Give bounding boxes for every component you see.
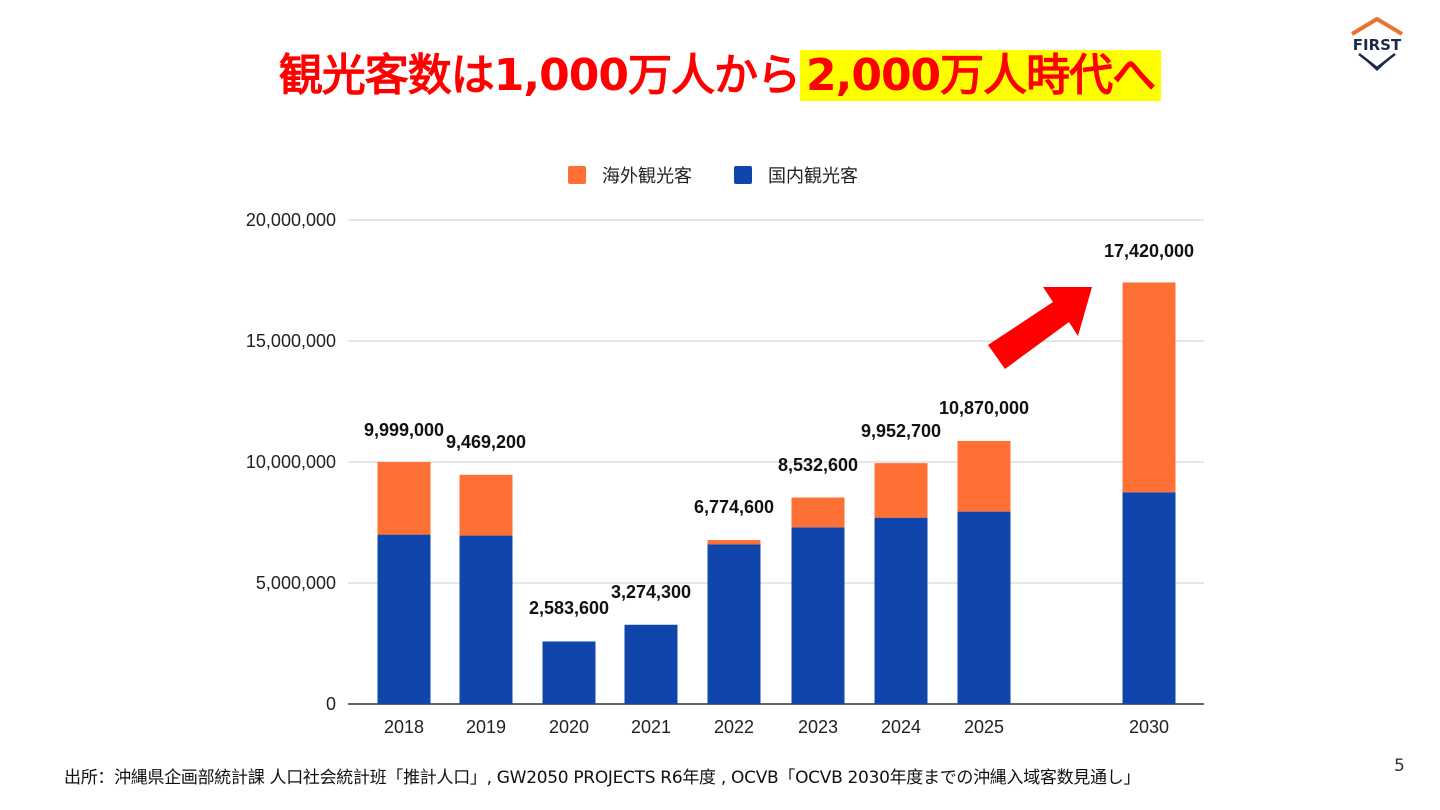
stacked-bar-chart: 0 5,000,000 10,000,000 15,000,000 20,000,000… bbox=[246, 166, 1204, 737]
data-label: 9,469,200 bbox=[446, 432, 526, 452]
source-note: 出所：沖縄県企画部統計課 人口社会統計班「推計人口」, GW2050 PROJE… bbox=[64, 768, 1141, 788]
bar-segment bbox=[957, 440, 1011, 512]
data-label: 9,999,000 bbox=[364, 420, 444, 440]
bar-segment bbox=[377, 462, 431, 535]
x-tick-label: 2018 bbox=[384, 717, 424, 737]
y-tick-label: 15,000,000 bbox=[246, 331, 336, 351]
x-tick-label: 2024 bbox=[881, 717, 921, 737]
bar-segment bbox=[624, 624, 678, 704]
x-tick-label: 2021 bbox=[631, 717, 671, 737]
bar-segment bbox=[1122, 282, 1176, 493]
bar-segment bbox=[377, 534, 431, 704]
x-tick-label: 2030 bbox=[1129, 717, 1169, 737]
x-tick-label: 2025 bbox=[964, 717, 1004, 737]
legend-label: 海外観光客 bbox=[602, 166, 692, 187]
y-tick-label: 10,000,000 bbox=[246, 452, 336, 472]
bar-segment bbox=[459, 535, 513, 704]
bar-segment bbox=[707, 540, 761, 545]
legend-swatch bbox=[734, 166, 752, 184]
data-label: 6,774,600 bbox=[694, 497, 774, 517]
bar-segment bbox=[874, 463, 928, 518]
bar-segment bbox=[874, 517, 928, 704]
bar-segment bbox=[791, 497, 845, 528]
x-tick-label: 2023 bbox=[798, 717, 838, 737]
data-label: 8,532,600 bbox=[778, 455, 858, 475]
y-tick-label: 0 bbox=[326, 694, 336, 714]
data-label: 2,583,600 bbox=[529, 598, 609, 618]
x-tick-label: 2022 bbox=[714, 717, 754, 737]
bar-segment bbox=[707, 544, 761, 704]
bar-segment bbox=[957, 511, 1011, 704]
data-label: 9,952,700 bbox=[861, 421, 941, 441]
y-tick-label: 5,000,000 bbox=[256, 573, 336, 593]
title-highlight: 2,000万人時代へ bbox=[800, 50, 1162, 101]
bar-segment bbox=[791, 527, 845, 704]
logo-text: FIRST bbox=[1352, 36, 1402, 54]
bar-segment bbox=[459, 474, 513, 536]
red-arrow-icon bbox=[988, 287, 1092, 369]
y-tick-label: 20,000,000 bbox=[246, 210, 336, 230]
data-label: 17,420,000 bbox=[1104, 241, 1194, 261]
x-tick-label: 2019 bbox=[466, 717, 506, 737]
first-logo: FIRST bbox=[1346, 14, 1408, 84]
bar-segment bbox=[1122, 492, 1176, 704]
data-label: 10,870,000 bbox=[939, 398, 1029, 418]
logo-house-shield-icon bbox=[1350, 17, 1404, 72]
data-label: 3,274,300 bbox=[611, 582, 691, 602]
bar-segment bbox=[542, 641, 596, 704]
legend-label: 国内観光客 bbox=[768, 166, 858, 187]
title-main: 観光客数は1,000万人から bbox=[278, 50, 801, 101]
legend-swatch bbox=[568, 166, 586, 184]
page-number: 5 bbox=[1394, 756, 1405, 776]
x-tick-label: 2020 bbox=[549, 717, 589, 737]
page-title: 観光客数は1,000万人から 2,000万人時代へ bbox=[0, 44, 1440, 108]
